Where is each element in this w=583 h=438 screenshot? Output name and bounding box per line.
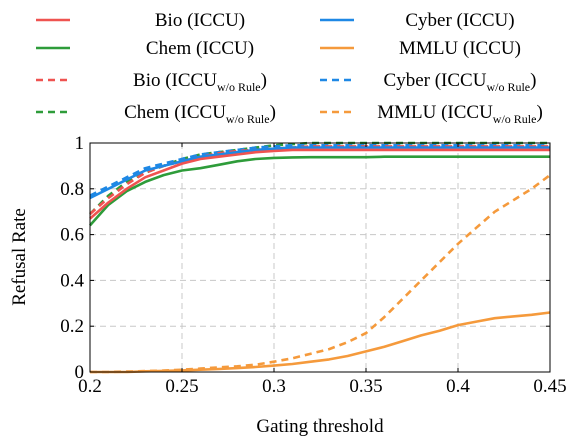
x-tick-label: 0.35 <box>349 376 382 397</box>
legend-label-3: MMLU (ICCU) <box>399 38 521 59</box>
series-line-5 <box>89 144 550 197</box>
x-axis-ticks: 0.2 0.25 0.3 0.35 0.4 0.45 <box>78 143 567 397</box>
series-line-3 <box>90 311 551 374</box>
series-line-7 <box>90 174 551 374</box>
legend-label-0: Bio (ICCU) <box>155 10 245 31</box>
y-tick-label: 0.2 <box>60 316 84 337</box>
legend-label-2: Chem (ICCU) <box>146 38 254 59</box>
y-tick-label: 1 <box>75 133 85 154</box>
x-tick-label: 0.3 <box>262 376 286 397</box>
y-tick-label: 0 <box>75 362 85 383</box>
y-tick-label: 0.4 <box>60 270 84 291</box>
series-line-0 <box>89 148 550 220</box>
legend-label-6: Chem (ICCUw/o Rule) <box>124 102 276 126</box>
series-line-2 <box>89 155 550 227</box>
legend-label-7: MMLU (ICCUw/o Rule) <box>377 102 543 126</box>
legend-label-1: Cyber (ICCU) <box>405 10 514 31</box>
y-tick-label: 0.6 <box>60 225 84 246</box>
legend-label-5: Cyber (ICCUw/o Rule) <box>384 70 537 94</box>
y-axis-label: Refusal Rate <box>9 208 30 306</box>
y-tick-label: 0.8 <box>60 179 84 200</box>
y-axis-ticks: 0 0.2 0.4 0.6 0.8 1 <box>60 133 550 383</box>
plot-frame <box>89 142 551 373</box>
series-line-1 <box>89 146 550 200</box>
x-tick-label: 0.4 <box>446 376 470 397</box>
x-axis-label: Gating threshold <box>256 416 384 437</box>
series-line-6 <box>89 141 550 215</box>
legend-label-4: Bio (ICCUw/o Rule) <box>133 70 267 94</box>
series-lines <box>89 141 551 374</box>
x-tick-label: 0.2 <box>78 376 102 397</box>
x-tick-label: 0.45 <box>533 376 566 397</box>
legend: Bio (ICCU) Cyber (ICCU) Chem (ICCU) MMLU (I… <box>36 10 543 126</box>
x-tick-label: 0.25 <box>165 376 198 397</box>
